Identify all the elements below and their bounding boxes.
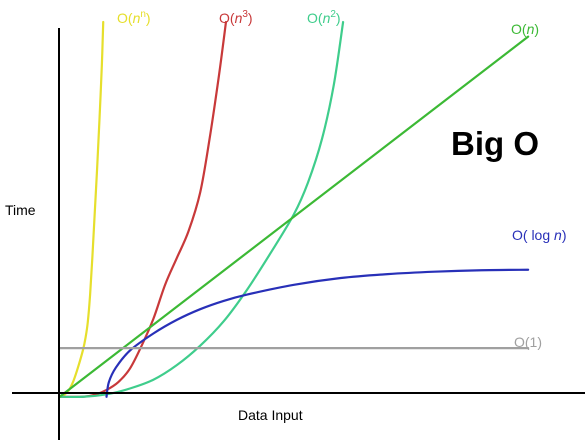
series-label-text: O(: [219, 10, 235, 26]
series-line-o-n: [58, 35, 530, 398]
series-label-close: ): [336, 10, 341, 26]
series-label-var: n: [323, 10, 331, 26]
y-axis-label: Time: [5, 202, 36, 218]
series-label-exponent: 3: [242, 9, 248, 20]
series-label-close: ): [248, 10, 253, 26]
series-label-close: ): [562, 227, 567, 243]
series-label-var: n: [235, 10, 243, 26]
series-label-text: O(: [307, 10, 323, 26]
series-label-exponent: n: [140, 9, 146, 20]
x-axis-label: Data Input: [238, 407, 303, 423]
chart-title: Big O: [451, 125, 539, 162]
series-label-o-n-n: O(nn): [117, 9, 151, 26]
series-label-var: n: [527, 21, 535, 37]
series-label-text: O(1): [514, 334, 542, 350]
series-label-exponent: 2: [330, 9, 336, 20]
series-line-o-n-n: [58, 20, 105, 398]
series-label-close: ): [146, 10, 151, 26]
series-label-o-n-2: O(n2): [307, 9, 341, 26]
series-label-o-n-3: O(n3): [219, 9, 253, 26]
series-label-o-1: O(1): [514, 334, 542, 350]
series-label-text: O( log: [512, 227, 554, 243]
series-label-close: ): [534, 21, 539, 37]
series-label-o-n: O(n): [511, 21, 539, 37]
series-label-var: n: [554, 227, 562, 243]
series-label-o-log-n: O( log n): [512, 227, 566, 243]
curve-labels-layer: O(nn) O(n3) O(n2)O(n)O( log n)O(1): [117, 9, 566, 350]
curves-layer: [58, 20, 530, 399]
series-label-text: O(: [117, 10, 133, 26]
series-label-var: n: [133, 10, 141, 26]
series-line-o-log-n: [105, 268, 530, 398]
series-label-text: O(: [511, 21, 527, 37]
